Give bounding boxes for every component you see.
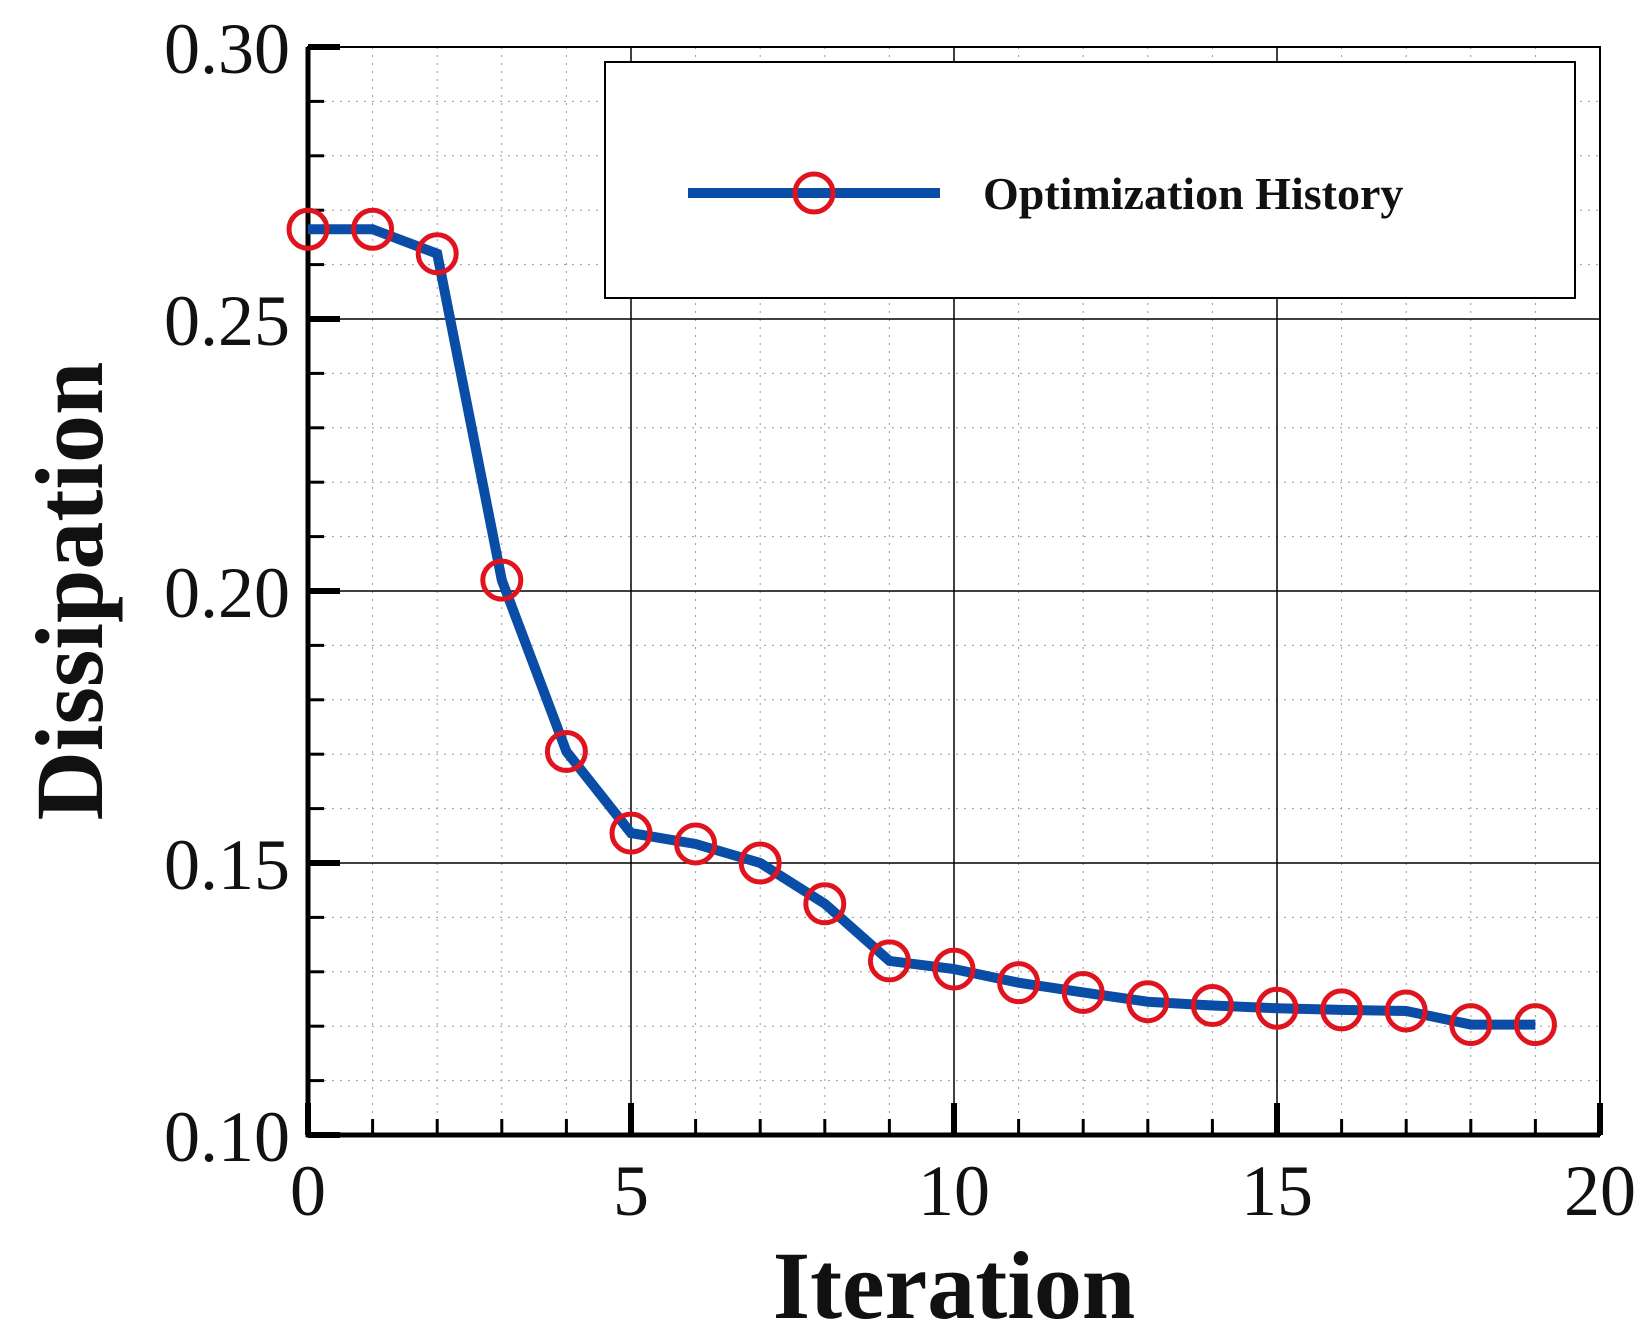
x-tick-label: 10 — [918, 1151, 990, 1231]
data-point-marker — [286, 207, 330, 251]
x-tick-label: 15 — [1241, 1151, 1313, 1231]
data-point-marker — [867, 939, 911, 983]
series-line — [308, 224, 1536, 1030]
y-tick-label: 0.10 — [164, 1097, 290, 1177]
data-point-marker — [351, 207, 395, 251]
data-point-marker — [1320, 988, 1364, 1032]
data-point-marker — [1513, 1003, 1557, 1047]
legend-box — [604, 61, 1576, 299]
data-point-marker — [932, 947, 976, 991]
data-point-marker — [997, 961, 1041, 1005]
legend-label: Optimization History — [983, 168, 1403, 219]
x-tick-label: 20 — [1564, 1151, 1636, 1231]
data-point-marker — [1061, 970, 1105, 1014]
data-point-marker — [544, 729, 588, 773]
data-point-marker — [415, 232, 459, 276]
legend: Optimization History — [604, 61, 1576, 299]
x-tick-label: 5 — [613, 1151, 649, 1231]
data-point-marker — [480, 558, 524, 602]
data-point-marker — [738, 841, 782, 885]
y-axis-title: Dissipation — [16, 362, 123, 821]
tick-marks — [305, 44, 1603, 1138]
y-tick-label: 0.15 — [164, 825, 290, 905]
tick-labels: 0 5 10 15 20 0.10 0.15 0.20 0.25 0.30 — [164, 9, 1636, 1231]
x-axis-title: Iteration — [773, 1232, 1136, 1339]
data-point-marker — [674, 822, 718, 866]
data-point-marker — [609, 811, 653, 855]
data-point-marker — [1255, 986, 1299, 1030]
series-layer — [286, 207, 1557, 1047]
y-tick-label: 0.30 — [164, 9, 290, 89]
data-point-marker — [803, 882, 847, 926]
y-tick-label: 0.25 — [164, 281, 290, 361]
data-point-marker — [1384, 989, 1428, 1033]
data-point-marker — [1449, 1003, 1493, 1047]
data-point-marker — [1126, 980, 1170, 1024]
x-tick-label: 0 — [290, 1151, 326, 1231]
y-tick-label: 0.20 — [164, 553, 290, 633]
data-point-marker — [1190, 984, 1234, 1028]
legend-marker-sample — [792, 171, 836, 215]
